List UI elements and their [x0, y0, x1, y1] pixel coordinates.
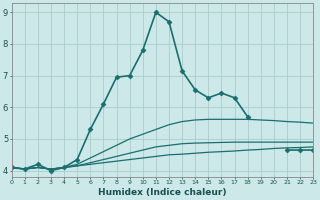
X-axis label: Humidex (Indice chaleur): Humidex (Indice chaleur)	[98, 188, 227, 197]
